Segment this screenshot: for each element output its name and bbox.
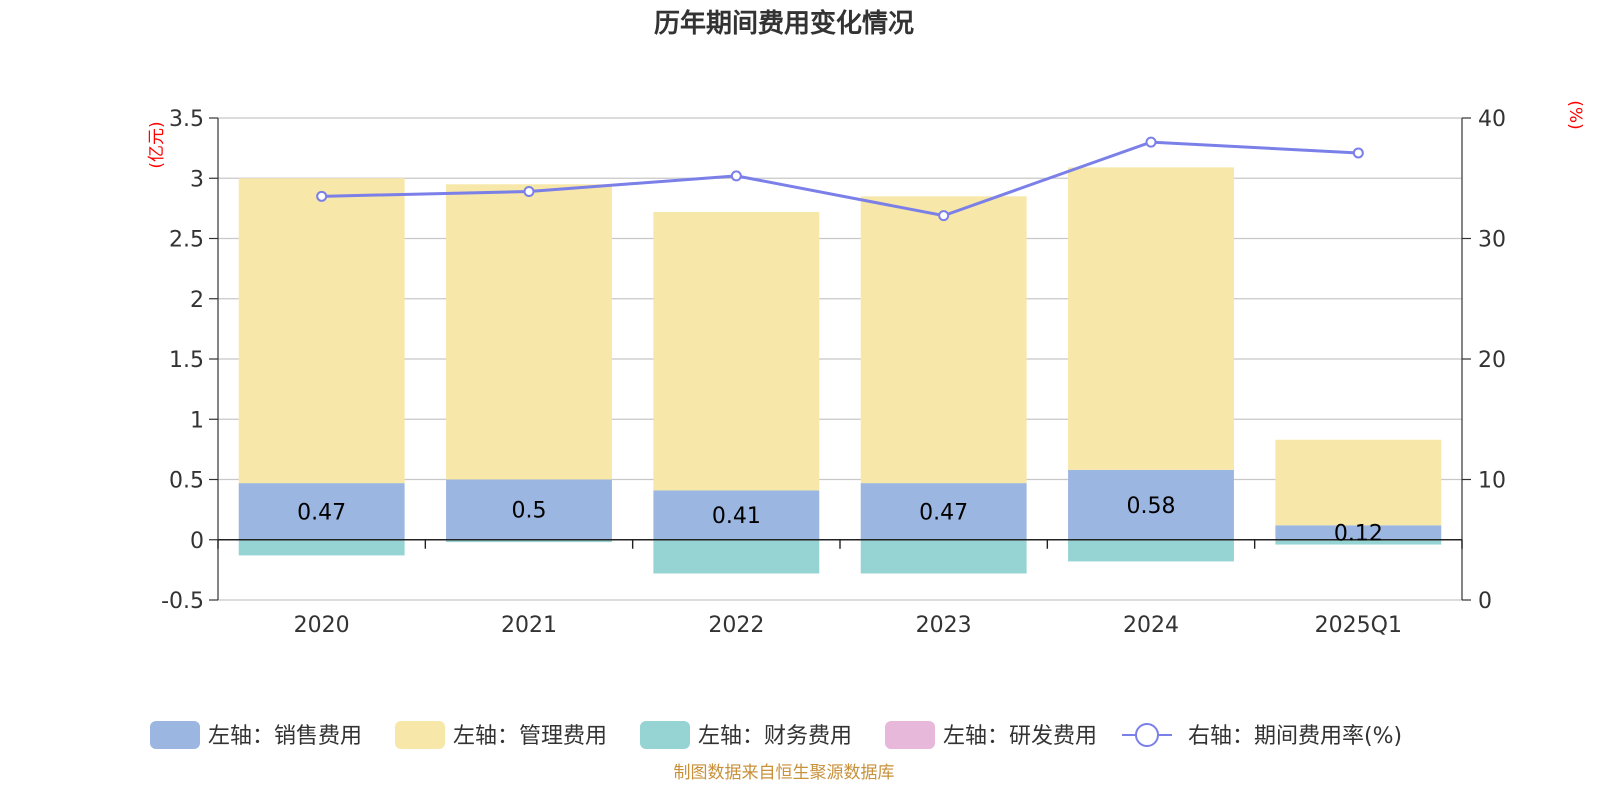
- left-tick-label: 2.5: [169, 228, 204, 253]
- labels-layer: 0.47 0.5 0.41 0.47 0.58 0.12: [297, 494, 1383, 547]
- rate-point: [316, 190, 328, 202]
- left-tick-label: 2: [190, 288, 204, 313]
- bar-value-label: 0.12: [1334, 522, 1383, 547]
- rate-line: [321, 140, 1359, 218]
- left-tick-label: 0.5: [169, 469, 204, 494]
- legend-circle-marker: [1135, 723, 1159, 747]
- right-tick-label: 0: [1478, 589, 1492, 614]
- bar-value-label: 0.47: [919, 500, 968, 525]
- bar-segment: [1275, 525, 1442, 540]
- right-tick-label: 30: [1478, 228, 1506, 253]
- legend: 左轴：销售费用 左轴：管理费用 左轴：财务费用 左轴：研发费用 右轴：期间费用率(%): [150, 721, 1402, 749]
- category-label: 2021: [501, 613, 557, 638]
- bar-segment: [1275, 439, 1442, 526]
- legend-label: 右轴：期间费用率(%): [1188, 724, 1402, 749]
- bars-layer: [238, 167, 1442, 574]
- legend-label: 左轴：研发费用: [943, 724, 1097, 749]
- bar-segment: [238, 539, 405, 556]
- category-label: 2025Q1: [1315, 613, 1402, 638]
- grid-layer: [218, 117, 1462, 601]
- left-axis-unit: (亿元): [147, 121, 167, 168]
- legend-swatch: [640, 721, 690, 749]
- bar-value-label: 0.47: [297, 500, 346, 525]
- legend-swatch: [395, 721, 445, 749]
- axes-layer: -0.5 0 0.5 1 1.5 2 2.5 3 3.5 0 10 20 30 40 2020 2021 202…: [161, 107, 1506, 638]
- bar-segment: [860, 539, 1027, 574]
- source-note: 制图数据来自恒生聚源数据库: [674, 763, 895, 783]
- bar-segment: [1068, 469, 1234, 540]
- rate-point: [523, 186, 535, 198]
- left-tick-label: 3.5: [169, 107, 204, 132]
- left-tick-label: -0.5: [161, 589, 204, 614]
- right-tick-label: 40: [1478, 107, 1506, 132]
- left-tick-label: 1.5: [169, 348, 204, 373]
- legend-label: 左轴：管理费用: [453, 724, 607, 749]
- legend-swatch: [150, 721, 200, 749]
- right-tick-label: 10: [1478, 469, 1506, 494]
- bar-value-label: 0.5: [512, 499, 547, 524]
- right-axis-unit: (%): [1565, 100, 1585, 129]
- category-label: 2020: [294, 613, 350, 638]
- bar-segment: [446, 479, 612, 540]
- rate-point: [1352, 147, 1364, 159]
- bar-segment: [653, 211, 820, 491]
- left-tick-label: 3: [190, 167, 204, 192]
- bar-segment: [238, 178, 405, 484]
- right-tick-label: 20: [1478, 348, 1506, 373]
- bar-value-label: 0.58: [1127, 494, 1176, 519]
- category-label: 2023: [916, 613, 972, 638]
- bar-segment: [1068, 539, 1234, 562]
- bar-segment: [1068, 167, 1234, 470]
- category-label: 2022: [708, 613, 764, 638]
- legend-label: 左轴：销售费用: [208, 724, 362, 749]
- left-tick-label: 1: [190, 408, 204, 433]
- bar-segment: [653, 539, 820, 574]
- bar-segment: [860, 196, 1027, 484]
- bar-segment: [653, 490, 820, 540]
- legend-label: 左轴：财务费用: [698, 724, 852, 749]
- bar-value-label: 0.41: [712, 504, 761, 529]
- rate-point: [938, 210, 950, 222]
- bar-segment: [1275, 539, 1442, 545]
- left-tick-label: 0: [190, 529, 204, 554]
- rate-point: [730, 170, 742, 182]
- rate-point: [1145, 136, 1157, 148]
- category-label: 2024: [1123, 613, 1179, 638]
- legend-swatch: [885, 721, 935, 749]
- bar-segment: [860, 483, 1027, 540]
- chart-title: 历年期间费用变化情况: [654, 8, 914, 39]
- bar-segment: [238, 483, 405, 540]
- line-layer: [316, 136, 1364, 222]
- bar-segment: [446, 539, 612, 543]
- bar-segment: [446, 184, 612, 480]
